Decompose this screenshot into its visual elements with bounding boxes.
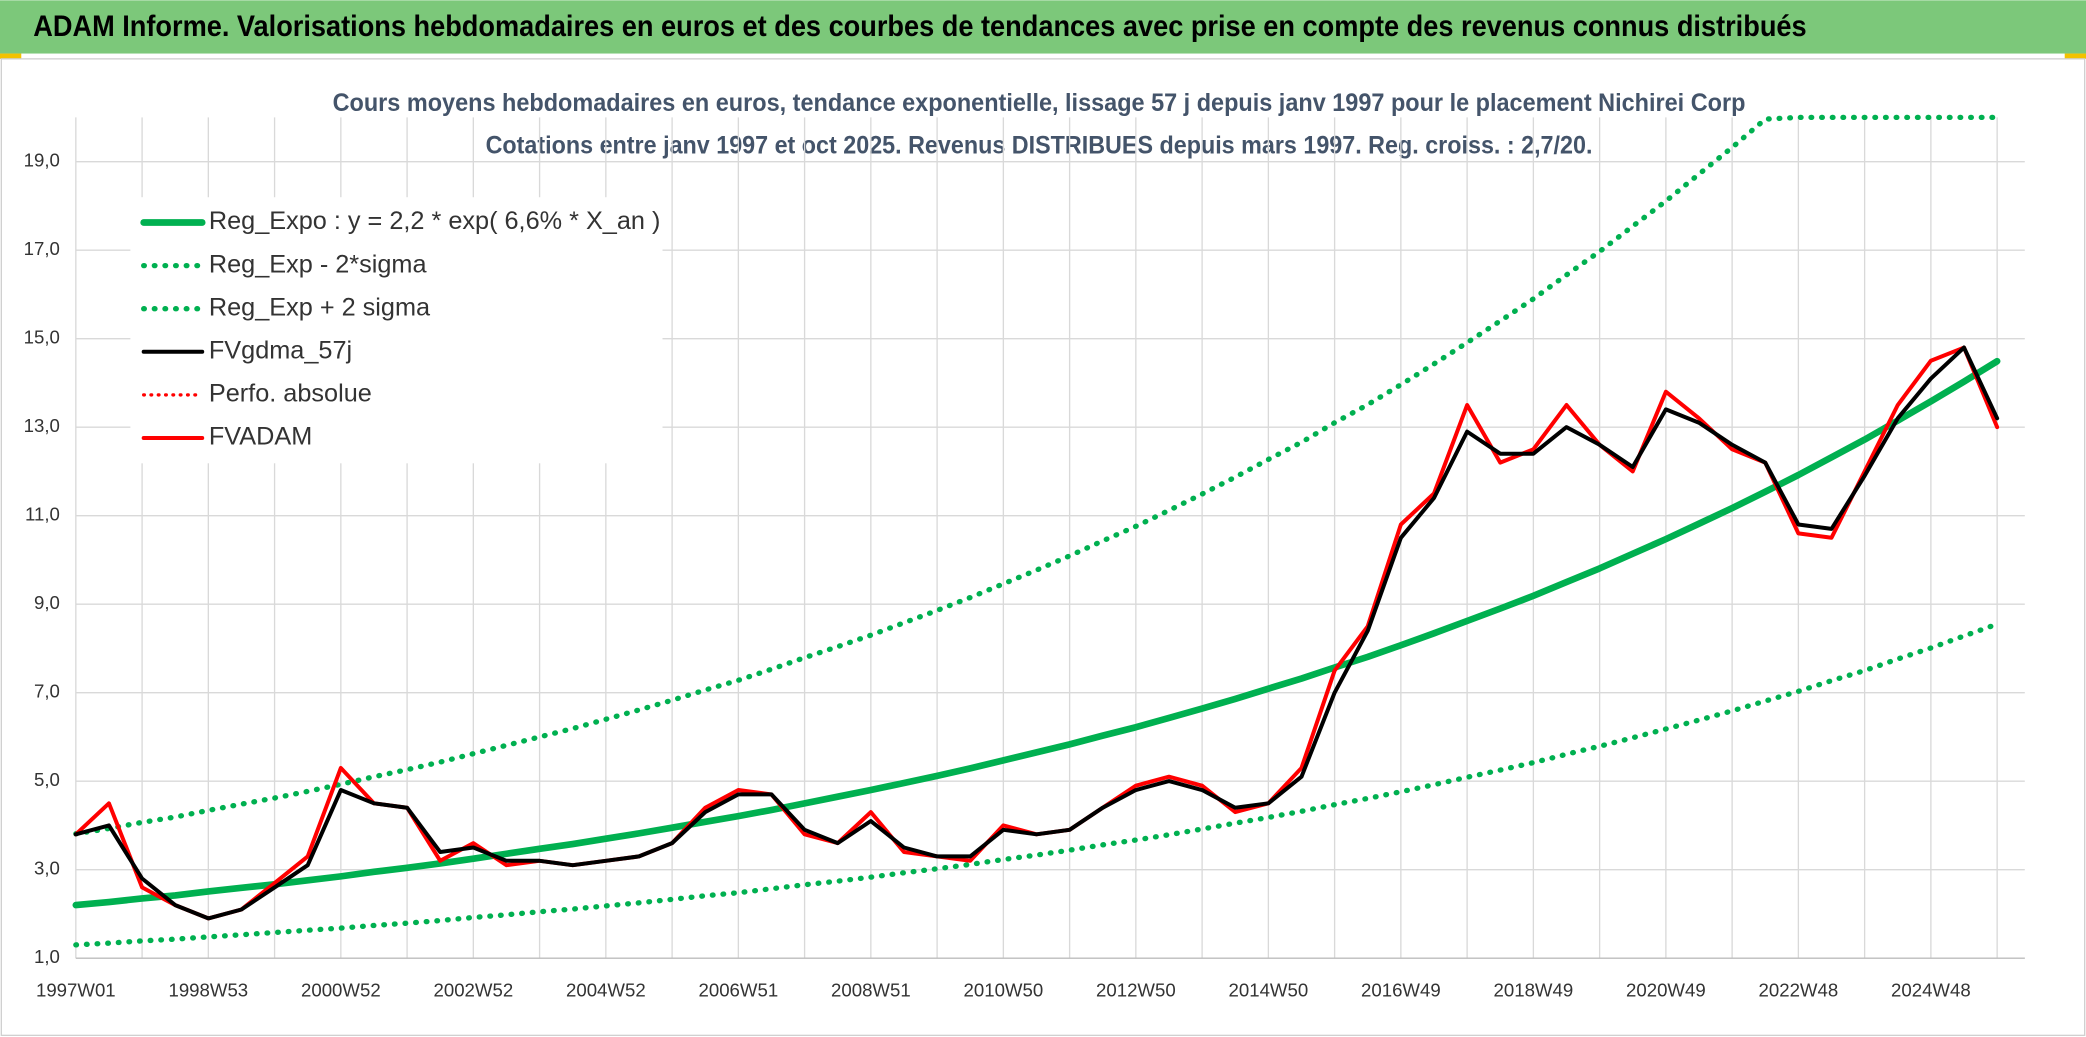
x-tick-label: 2016W49 [1361,979,1441,1000]
chart-subtitle: Cotations entre janv 1997 et oct 2025. R… [486,131,1593,159]
chart-title: Cours moyens hebdomadaires en euros, ten… [333,89,1746,117]
y-tick-label: 9,0 [34,592,60,613]
y-tick-label: 19,0 [24,150,60,171]
x-tick-label: 1997W01 [36,979,116,1000]
header-bar [0,0,2086,54]
series-line [72,357,2001,909]
legend-box [130,197,663,464]
axes: 1,0 3,0 5,0 7,0 9,0 11,0 13,0 15,0 17,0 19,0 1997W… [24,150,2025,1000]
x-tick-label: 2010W50 [964,979,1044,1000]
x-tick-label: 2018W49 [1494,979,1574,1000]
y-tick-label: 17,0 [24,238,60,259]
x-tick-label: 2024W48 [1891,979,1971,1000]
y-tick-label: 13,0 [24,415,60,436]
x-tick-label: 2012W50 [1096,979,1176,1000]
corner-mark [0,53,22,59]
legend-label: Perfo. absolue [209,380,372,408]
plot-area [72,114,2001,948]
y-tick-label: 3,0 [34,858,60,879]
legend-label: FVgdma_57j [209,336,352,364]
x-tick-label: 2008W51 [831,979,911,1000]
x-tick-label: 2004W52 [566,979,646,1000]
x-tick-label: 2014W50 [1229,979,1309,1000]
y-tick-label: 5,0 [34,769,60,790]
legend-label: Reg_Expo : y = 2,2 * exp( 6,6% * X_an ) [209,207,661,235]
series-line [73,345,2000,921]
legend-label: Reg_Exp - 2*sigma [209,250,428,278]
y-tick-label: 15,0 [24,327,60,348]
legend: Reg_Expo : y = 2,2 * exp( 6,6% * X_an ) R… [130,197,663,464]
y-tick-label: 1,0 [34,946,60,967]
x-tick-label: 2002W52 [434,979,514,1000]
series-line [73,114,2000,837]
corner-mark [2064,53,2086,59]
header-title: ADAM Informe. Valorisations hebdomadaire… [33,11,1806,43]
chart-frame [0,58,2086,1037]
x-tick-label: 2006W51 [699,979,779,1000]
x-tick-label: 1998W53 [168,979,248,1000]
y-tick-label: 11,0 [25,504,60,525]
legend-label: Reg_Exp + 2 sigma [209,293,431,321]
y-tick-label: 7,0 [34,681,60,702]
x-tick-label: 2000W52 [301,979,381,1000]
legend-label: FVADAM [209,423,312,451]
x-tick-label: 2020W49 [1626,979,1706,1000]
series-line [73,621,2000,948]
x-tick-label: 2022W48 [1759,979,1839,1000]
